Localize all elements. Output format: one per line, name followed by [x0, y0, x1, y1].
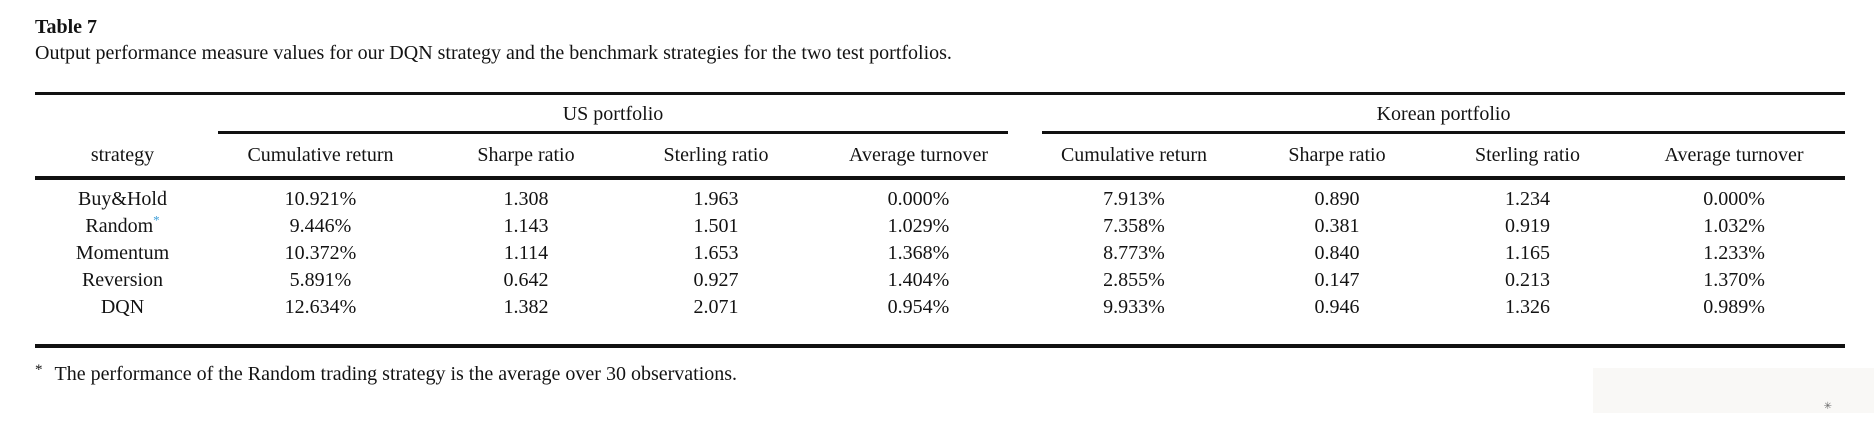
value-cell: 0.642 [503, 269, 549, 291]
value-cell: 1.382 [431, 294, 621, 348]
value-cell: 9.933% [1026, 294, 1242, 348]
value-cell: 1.368% [887, 242, 950, 264]
value-cell: 1.501 [693, 215, 739, 237]
value-cell: 0.954% [811, 294, 1026, 348]
value-cell: 1.404% [887, 269, 950, 291]
value-cell: 1.653 [693, 242, 739, 264]
value-cell: 0.840 [1314, 242, 1360, 264]
watermark-asterisk-icon: ✳ [1823, 401, 1832, 412]
value-cell: 1.029% [887, 215, 950, 237]
table-row: Reversion 5.891% 0.642 0.927 1.404% 2.855% 0.1… [35, 267, 1845, 294]
table-row: Momentum 10.372% 1.114 1.653 1.368% 8.773% 0.8… [35, 240, 1845, 267]
footnote-asterisk: * [35, 362, 43, 378]
footnote-text: The performance of the Random trading st… [54, 363, 738, 385]
column-header-us-average-turnover: Average turnover [811, 134, 1026, 180]
strategy-cell: Momentum [75, 242, 170, 264]
value-cell: 9.446% [289, 215, 352, 237]
group-header-spacer [35, 92, 210, 134]
value-cell: 1.234 [1505, 188, 1550, 210]
table-body: Buy&Hold 10.921% 1.308 1.963 0.000% 7.913% 0.8… [35, 178, 1846, 348]
value-cell: 2.855% [1103, 269, 1165, 291]
value-cell: 1.963 [693, 188, 739, 210]
value-cell: 1.032% [1703, 215, 1765, 237]
value-cell: 2.071 [621, 294, 811, 348]
value-cell: 0.000% [887, 188, 950, 210]
value-cell: 1.370% [1703, 269, 1765, 291]
value-cell: 7.913% [1103, 188, 1165, 210]
column-header-strategy: strategy [35, 134, 210, 180]
group-header-korean: Korean portfolio [1026, 92, 1846, 134]
footnote-reference-marker[interactable]: * [153, 212, 160, 228]
column-header-kr-sterling-ratio: Sterling ratio [1432, 134, 1623, 180]
watermark-box: ✳ [1593, 368, 1874, 413]
value-cell: 0.989% [1623, 294, 1846, 348]
value-cell: 1.143 [503, 215, 549, 237]
strategy-cell: DQN [35, 294, 210, 348]
column-header-us-sharpe-ratio: Sharpe ratio [431, 134, 621, 180]
column-header-row: strategy Cumulative return Sharpe ratio … [35, 134, 1846, 180]
value-cell: 1.165 [1505, 242, 1550, 264]
value-cell: 10.372% [284, 242, 357, 264]
column-header-us-sterling-ratio: Sterling ratio [621, 134, 811, 180]
performance-table: US portfolio Korean portfolio strategy C… [35, 92, 1846, 348]
value-cell: 10.921% [284, 188, 357, 210]
table-caption: Output performance measure values for ou… [35, 42, 952, 64]
strategy-cell: Random* [85, 212, 160, 237]
column-header-us-cumulative-return: Cumulative return [210, 134, 431, 180]
table-row: DQN 12.634% 1.382 2.071 0.954% 9.933% 0.946 1.3… [35, 294, 1846, 348]
table-number-title: Table 7 [35, 16, 98, 38]
column-header-kr-cumulative-return: Cumulative return [1026, 134, 1242, 180]
table-row: Buy&Hold 10.921% 1.308 1.963 0.000% 7.913% 0.8… [35, 178, 1845, 213]
group-header-korean-label: Korean portfolio [1042, 95, 1846, 134]
portfolio-group-header-row: US portfolio Korean portfolio [35, 92, 1846, 134]
value-cell: 1.114 [503, 242, 549, 264]
value-cell: 0.000% [1703, 188, 1765, 210]
table-block: Table 7 Output performance measure value… [35, 16, 1846, 387]
value-cell: 0.381 [1314, 215, 1360, 237]
value-cell: 0.890 [1314, 188, 1360, 210]
value-cell: 1.233% [1703, 242, 1765, 264]
value-cell: 7.358% [1103, 215, 1165, 237]
value-cell: 0.213 [1505, 269, 1550, 291]
footnote: * The performance of the Random trading s… [35, 357, 1845, 387]
value-cell: 0.927 [693, 269, 739, 291]
value-cell: 12.634% [210, 294, 431, 348]
group-header-us: US portfolio [210, 92, 1026, 134]
strategy-cell: Buy&Hold [78, 188, 167, 210]
value-cell: 0.946 [1242, 294, 1432, 348]
value-cell: 5.891% [289, 269, 352, 291]
value-cell: 0.919 [1505, 215, 1550, 237]
value-cell: 0.147 [1314, 269, 1360, 291]
strategy-cell: Reversion [81, 269, 164, 291]
value-cell: 8.773% [1103, 242, 1165, 264]
group-header-us-label: US portfolio [218, 95, 1008, 134]
table-row: Random* 9.446% 1.143 1.501 1.029% 7.358% 0.381… [35, 213, 1845, 240]
value-cell: 1.326 [1432, 294, 1623, 348]
column-header-kr-average-turnover: Average turnover [1623, 134, 1846, 180]
value-cell: 1.308 [503, 188, 549, 210]
column-header-kr-sharpe-ratio: Sharpe ratio [1242, 134, 1432, 180]
